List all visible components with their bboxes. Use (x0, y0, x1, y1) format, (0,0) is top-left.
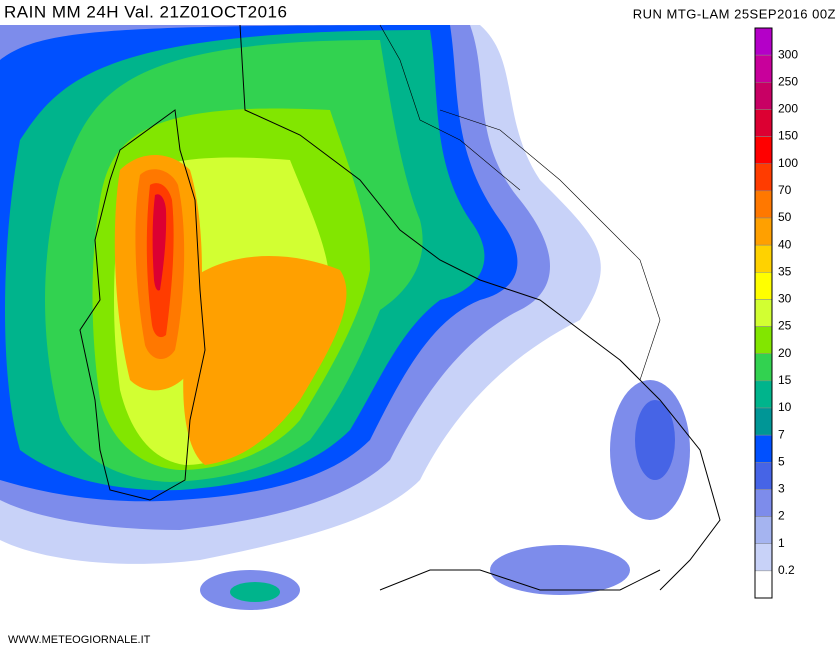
legend-swatch (754, 82, 773, 110)
legend-swatch (754, 217, 773, 246)
legend-swatch (754, 326, 773, 354)
legend-label: 300 (778, 47, 798, 61)
legend-label: 15 (778, 373, 792, 387)
legend-swatch (754, 190, 773, 219)
legend-swatch (754, 299, 773, 327)
legend-label: 10 (778, 400, 792, 414)
legend-label: 3 (778, 482, 785, 496)
coastlines (79, 24, 721, 591)
legend-swatch (754, 380, 773, 409)
color-legend: 300 250 200 150 100 70 50 40 35 30 25 20 15 10 7 5 3 2 1 0.… (754, 27, 798, 599)
legend-label: 5 (778, 454, 785, 468)
legend-label: 250 (778, 74, 798, 88)
legend-label: 200 (778, 102, 798, 116)
legend-label: 40 (778, 237, 792, 251)
legend-label: 7 (778, 427, 785, 441)
legend-swatch (754, 489, 773, 517)
legend-swatch (754, 434, 773, 463)
legend-swatch (754, 54, 773, 83)
legend-label: 25 (778, 319, 792, 333)
legend-swatch (754, 570, 773, 599)
legend-swatch (754, 272, 773, 300)
legend-swatch (754, 516, 773, 544)
legend-label: 2 (778, 509, 785, 523)
legend-label: 20 (778, 346, 792, 360)
legend-swatch (754, 407, 773, 436)
legend-swatch (754, 27, 773, 56)
legend-swatch (754, 244, 773, 273)
precipitation-field (0, 25, 745, 648)
legend-label: 150 (778, 129, 798, 143)
legend-label: 70 (778, 183, 792, 197)
legend-label: 100 (778, 156, 798, 170)
legend-swatch (754, 462, 773, 490)
legend-swatch (754, 109, 773, 137)
run-info: RUN MTG-LAM 25SEP2016 00Z (633, 6, 836, 21)
legend-label: 50 (778, 210, 792, 224)
legend-swatch (754, 163, 773, 192)
legend-swatch (754, 543, 773, 572)
legend-label: 35 (778, 264, 792, 278)
legend-label: 1 (778, 536, 785, 550)
legend-label: 0.2 (778, 563, 795, 577)
legend-label: 30 (778, 292, 792, 306)
legend-swatch (754, 353, 773, 382)
legend-swatch (754, 136, 773, 164)
map-title: RAIN MM 24H Val. 21Z01OCT2016 (4, 2, 287, 21)
site-credit: WWW.METEOGIORNALE.IT (8, 634, 151, 646)
legend-frame (754, 27, 773, 599)
